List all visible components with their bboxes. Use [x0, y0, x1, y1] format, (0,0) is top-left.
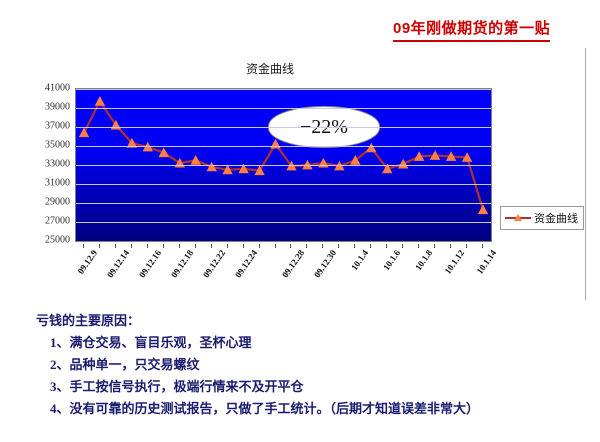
x-axis-tick-mark [322, 244, 324, 248]
y-axis: 41000 39000 37000 35000 33000 31000 29000 27000… [22, 83, 70, 246]
x-axis-tick-mark [146, 244, 148, 248]
y-axis-tick-label: 27000 [45, 215, 70, 227]
y-axis-tick-label: 41000 [45, 82, 70, 94]
y-axis-tick-label: 25000 [45, 234, 70, 246]
x-axis-tick-mark [354, 244, 356, 248]
legend-label: 资金曲线 [534, 213, 578, 225]
note-item: 1、满仓交易、盲目乐观，圣杯心理 [50, 335, 252, 350]
gridline [76, 165, 491, 166]
series-marker [350, 155, 361, 165]
y-axis-tick-label: 29000 [45, 196, 70, 208]
x-axis-tick-label: 09.12.28 [280, 248, 307, 280]
chart-region: 资金曲线 41000 39000 37000 35000 33000 31000 29000… [0, 48, 586, 300]
note-item: 3、手工按信号执行，极端行情来不及开平仓 [50, 379, 304, 394]
x-axis-tick-label: 09.12.9 [75, 248, 100, 276]
gridline [76, 146, 491, 147]
x-axis-tick-label: 10.1.4 [349, 248, 371, 273]
gridline [76, 108, 491, 109]
chart-title: 资金曲线 [245, 62, 294, 76]
y-axis-tick-label: 31000 [45, 177, 70, 189]
x-axis-tick-mark [482, 244, 484, 248]
x-axis-tick-label: 09.12.24 [232, 248, 259, 280]
y-axis-tick-label: 35000 [45, 139, 70, 151]
x-axis-tick-mark [306, 244, 308, 248]
x-axis-tick-mark [242, 244, 244, 248]
x-axis: 09.12.9 09.12.14 09.12.16 09.12.18 09.12.22 0… [75, 244, 498, 304]
series-marker [398, 158, 409, 169]
series-marker [414, 151, 425, 161]
note-item: 2、品种单一，只交易螺纹 [50, 357, 200, 372]
gridline [76, 222, 491, 223]
gridline [76, 184, 491, 185]
y-axis-tick-label: 37000 [45, 120, 70, 132]
y-axis-tick-label: 33000 [45, 158, 70, 170]
x-axis-tick-mark [178, 244, 180, 248]
x-axis-tick-mark [194, 244, 196, 248]
x-axis-tick-mark [162, 244, 164, 248]
series-marker [222, 164, 233, 175]
x-axis-tick-mark [370, 244, 372, 248]
chart-legend: 资金曲线 [500, 206, 584, 230]
notes-heading: 亏钱的主要原因： [36, 313, 141, 328]
x-axis-tick-mark [386, 244, 388, 248]
x-axis-tick-label: 10.1.12 [442, 248, 467, 276]
x-axis-tick-label: 09.12.22 [200, 248, 227, 280]
gridline [76, 127, 491, 128]
gridline [76, 203, 491, 204]
series-marker [126, 137, 138, 148]
gridline [76, 89, 491, 90]
note-item: 4、没有可靠的历史测试报告，只做了手工统计。（后期才知道误差非常大） [50, 401, 480, 416]
series-marker [461, 152, 473, 162]
x-axis-tick-mark [338, 244, 340, 248]
series-marker [94, 96, 106, 106]
plot-area: −22% [75, 88, 492, 242]
drawdown-annotation-label: −22% [300, 115, 348, 138]
x-axis-tick-label: 09.12.18 [168, 248, 195, 280]
series-marker [78, 127, 90, 138]
series-marker [158, 147, 169, 158]
x-axis-tick-label: 09.12.16 [136, 248, 164, 280]
series-marker [190, 155, 201, 165]
x-axis-tick-label: 09.12.30 [312, 248, 339, 280]
x-axis-tick-mark [274, 244, 276, 248]
x-axis-tick-mark [210, 244, 212, 248]
x-axis-tick-mark [418, 244, 420, 248]
x-axis-tick-mark [82, 244, 84, 248]
x-axis-tick-label: 10.1.6 [381, 248, 403, 273]
page-headline: 09年刚做期货的第一贴 [393, 20, 551, 42]
notes-block: 亏钱的主要原因： 1、满仓交易、盲目乐观，圣杯心理 2、品种单一，只交易螺纹 3… [36, 310, 479, 420]
legend-marker-icon [505, 213, 531, 223]
x-axis-tick-mark [226, 244, 228, 248]
series-marker [238, 163, 249, 174]
x-axis-tick-mark [450, 244, 452, 248]
x-axis-tick-mark [434, 244, 436, 248]
x-axis-tick-mark [114, 244, 116, 248]
series-marker [477, 204, 489, 215]
series-marker [302, 159, 313, 170]
x-axis-tick-label: 10.1.14 [474, 248, 499, 276]
y-axis-tick-label: 39000 [45, 101, 70, 113]
series-marker [429, 150, 441, 160]
x-axis-tick-label: 09.12.14 [104, 248, 132, 280]
x-axis-tick-mark [130, 244, 132, 248]
x-axis-tick-mark [98, 244, 100, 248]
x-axis-tick-mark [466, 244, 468, 248]
x-axis-tick-mark [402, 244, 404, 248]
series-marker [366, 142, 377, 153]
x-axis-tick-mark [258, 244, 260, 248]
x-axis-tick-mark [290, 244, 292, 248]
x-axis-tick-label: 10.1.8 [413, 248, 435, 273]
series-marker [445, 151, 457, 161]
series-marker [254, 165, 265, 176]
series-marker [382, 163, 393, 174]
series-marker [206, 161, 217, 172]
